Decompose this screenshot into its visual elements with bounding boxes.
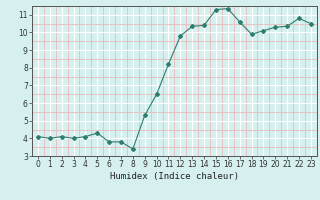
X-axis label: Humidex (Indice chaleur): Humidex (Indice chaleur)	[110, 172, 239, 181]
